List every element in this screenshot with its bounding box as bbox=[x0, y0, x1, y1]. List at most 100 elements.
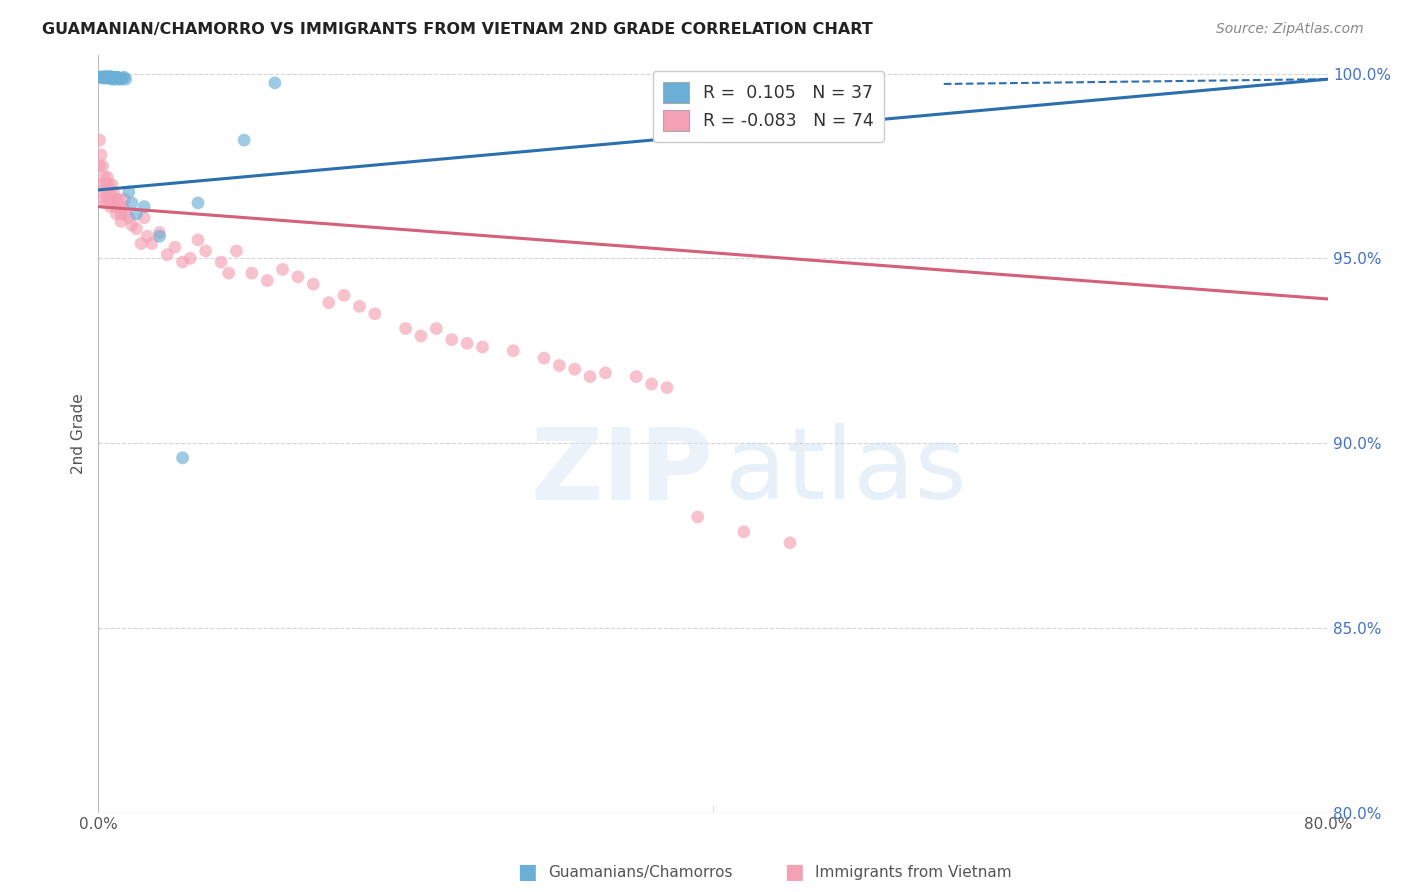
Text: Guamanians/Chamorros: Guamanians/Chamorros bbox=[548, 865, 733, 880]
Point bbox=[318, 295, 340, 310]
Point bbox=[94, 178, 117, 192]
Point bbox=[564, 362, 586, 376]
Point bbox=[94, 195, 117, 210]
Point bbox=[91, 159, 114, 173]
Point bbox=[333, 288, 356, 302]
Point bbox=[655, 381, 678, 395]
Point bbox=[233, 133, 256, 147]
Point bbox=[93, 192, 115, 206]
Point bbox=[156, 247, 179, 261]
Point bbox=[111, 200, 134, 214]
Point bbox=[94, 70, 117, 84]
Text: atlas: atlas bbox=[725, 423, 967, 520]
Point bbox=[148, 226, 170, 240]
Point bbox=[118, 185, 141, 199]
Point bbox=[121, 195, 143, 210]
Point bbox=[105, 70, 128, 85]
Point bbox=[134, 211, 156, 225]
Point bbox=[595, 366, 617, 380]
Point bbox=[364, 307, 387, 321]
Point bbox=[579, 369, 602, 384]
Point bbox=[103, 195, 125, 210]
Point bbox=[240, 266, 263, 280]
Point bbox=[104, 70, 127, 85]
Point bbox=[107, 70, 129, 85]
Point bbox=[89, 159, 111, 173]
Point bbox=[194, 244, 217, 258]
Point bbox=[302, 277, 325, 292]
Point bbox=[98, 185, 121, 199]
Text: GUAMANIAN/CHAMORRO VS IMMIGRANTS FROM VIETNAM 2ND GRADE CORRELATION CHART: GUAMANIAN/CHAMORRO VS IMMIGRANTS FROM VI… bbox=[42, 22, 873, 37]
Point bbox=[163, 240, 186, 254]
Point bbox=[97, 178, 120, 192]
Point bbox=[218, 266, 240, 280]
Point bbox=[172, 450, 194, 465]
Point bbox=[125, 221, 148, 235]
Point bbox=[108, 72, 131, 87]
Point bbox=[187, 195, 209, 210]
Point bbox=[101, 192, 124, 206]
Point bbox=[394, 321, 416, 335]
Point bbox=[187, 233, 209, 247]
Point bbox=[90, 148, 112, 162]
Point bbox=[141, 236, 163, 251]
Point bbox=[98, 200, 121, 214]
Point bbox=[686, 510, 709, 524]
Point bbox=[148, 229, 170, 244]
Point bbox=[101, 178, 124, 192]
Point bbox=[91, 70, 114, 85]
Point bbox=[89, 133, 111, 147]
Point bbox=[104, 72, 127, 87]
Text: ■: ■ bbox=[517, 863, 537, 882]
Point bbox=[98, 70, 121, 85]
Point bbox=[263, 76, 285, 90]
Point bbox=[96, 185, 118, 199]
Point bbox=[111, 70, 134, 85]
Point bbox=[89, 70, 111, 85]
Point bbox=[101, 70, 124, 85]
Text: ZIP: ZIP bbox=[530, 423, 713, 520]
Y-axis label: 2nd Grade: 2nd Grade bbox=[72, 393, 86, 475]
Point bbox=[624, 369, 647, 384]
Point bbox=[256, 273, 278, 287]
Point bbox=[97, 192, 120, 206]
Point bbox=[349, 299, 371, 313]
Text: Immigrants from Vietnam: Immigrants from Vietnam bbox=[815, 865, 1012, 880]
Point bbox=[548, 359, 571, 373]
Point bbox=[409, 329, 432, 343]
Point bbox=[179, 252, 201, 266]
Legend: R =  0.105   N = 37, R = -0.083   N = 74: R = 0.105 N = 37, R = -0.083 N = 74 bbox=[652, 71, 884, 142]
Point bbox=[425, 321, 447, 335]
Point bbox=[108, 200, 131, 214]
Point bbox=[118, 211, 141, 225]
Point bbox=[114, 72, 136, 87]
Point bbox=[97, 70, 120, 85]
Text: Source: ZipAtlas.com: Source: ZipAtlas.com bbox=[1216, 22, 1364, 37]
Point bbox=[96, 70, 118, 84]
Point bbox=[93, 170, 115, 185]
Point bbox=[91, 70, 114, 85]
Point bbox=[209, 255, 232, 269]
Point bbox=[440, 333, 463, 347]
Point bbox=[640, 376, 662, 391]
Point bbox=[97, 70, 120, 85]
Point bbox=[456, 336, 478, 351]
Point bbox=[110, 214, 132, 228]
Point bbox=[98, 70, 121, 84]
Point bbox=[129, 236, 152, 251]
Point bbox=[105, 207, 128, 221]
Point bbox=[134, 200, 156, 214]
Point bbox=[110, 72, 132, 87]
Point bbox=[103, 70, 125, 85]
Text: ■: ■ bbox=[785, 863, 804, 882]
Point bbox=[101, 72, 124, 87]
Point bbox=[533, 351, 555, 365]
Point bbox=[471, 340, 494, 354]
Point bbox=[94, 70, 117, 85]
Point bbox=[90, 178, 112, 192]
Point bbox=[104, 200, 127, 214]
Point bbox=[114, 207, 136, 221]
Point bbox=[125, 207, 148, 221]
Point bbox=[121, 218, 143, 232]
Point bbox=[779, 536, 801, 550]
